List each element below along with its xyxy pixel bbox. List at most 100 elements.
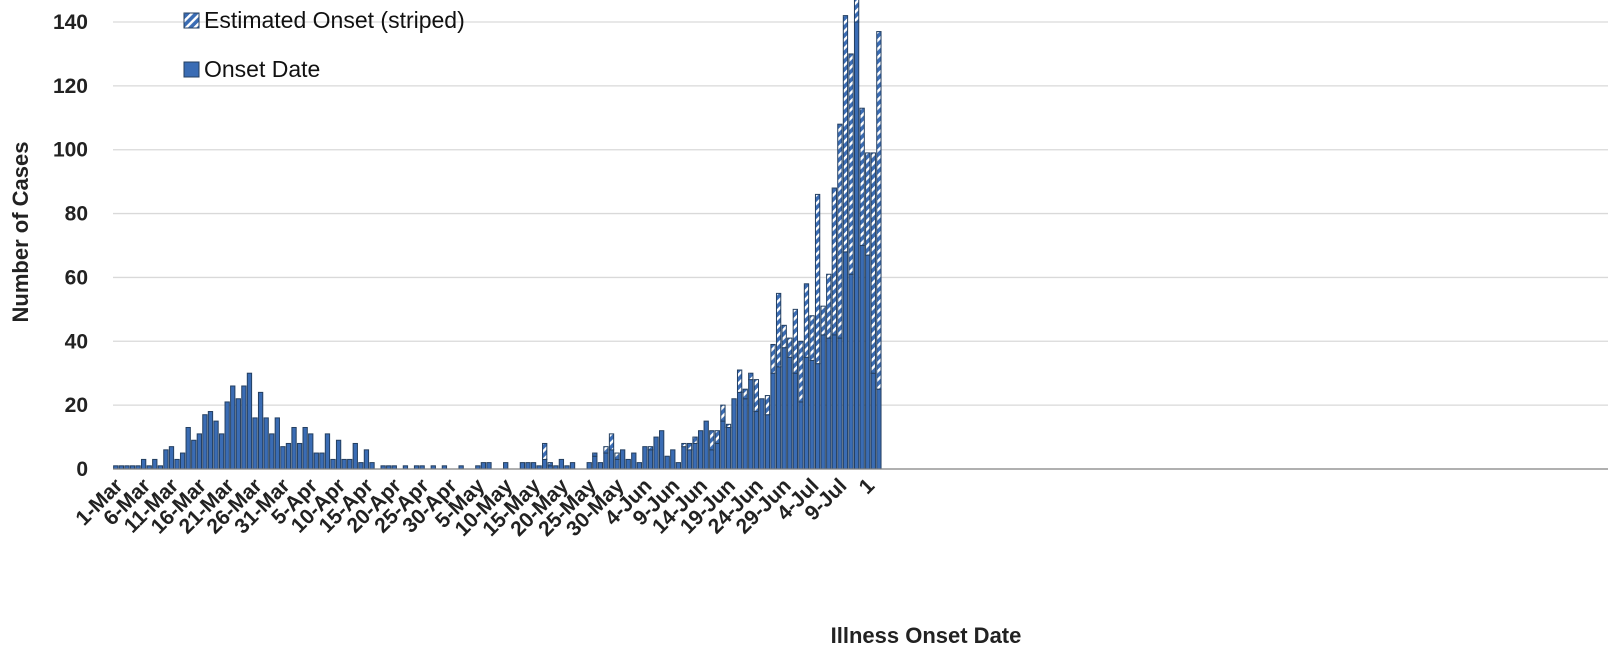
bar-onset-date	[603, 452, 609, 470]
bar-onset-date	[335, 439, 342, 470]
bar-estimated-onset	[709, 430, 715, 451]
bar-estimated-onset	[853, 0, 860, 23]
bar-onset-date	[542, 458, 548, 470]
bar-estimated-onset	[764, 395, 771, 416]
bar-onset-date	[670, 449, 676, 470]
bar-onset-date	[235, 398, 241, 470]
bar-estimated-onset	[837, 123, 843, 339]
bar-onset-date	[213, 420, 219, 470]
bar-onset-date	[764, 414, 771, 470]
bar-onset-date	[324, 433, 331, 470]
bar-onset-date	[263, 417, 269, 470]
bar-onset-date	[330, 458, 336, 470]
bar-onset-date	[653, 436, 659, 470]
bar-onset-date	[308, 433, 314, 470]
bar-onset-date	[241, 385, 247, 470]
bar-estimated-onset	[753, 379, 759, 413]
bar-onset-date	[530, 462, 537, 470]
bar-onset-date	[586, 462, 592, 470]
bar-onset-date	[168, 446, 175, 470]
bar-onset-date	[870, 372, 876, 470]
bar-onset-date	[218, 433, 225, 470]
bar-onset-date	[692, 442, 698, 470]
bar-onset-date	[569, 462, 576, 470]
bar-estimated-onset	[803, 283, 810, 358]
bar-estimated-onset	[798, 340, 804, 403]
bar-onset-date	[686, 449, 693, 470]
bar-onset-date	[642, 446, 648, 470]
bar-onset-date	[709, 449, 715, 470]
bar-estimated-onset	[608, 433, 615, 451]
bar-onset-date	[558, 458, 565, 470]
bar-onset-date	[787, 356, 793, 470]
bar-onset-date	[853, 21, 860, 470]
bar-onset-date	[486, 462, 492, 470]
bar-onset-date	[185, 426, 191, 470]
bar-estimated-onset	[848, 53, 854, 275]
bar-onset-date	[814, 363, 821, 470]
bar-onset-date	[597, 462, 604, 470]
bar-onset-date	[842, 251, 849, 470]
bar-estimated-onset	[720, 404, 726, 422]
bar-estimated-onset	[792, 308, 798, 374]
y-tick-label: 0	[76, 458, 88, 481]
y-tick-label: 60	[65, 266, 88, 289]
bar-onset-date	[196, 433, 202, 470]
bars	[113, 0, 882, 470]
bar-estimated-onset	[826, 273, 832, 339]
y-tick-label: 120	[53, 75, 88, 98]
bar-onset-date	[681, 446, 687, 470]
bar-onset-date	[714, 442, 721, 470]
bar-estimated-onset	[686, 442, 693, 451]
bar-onset-date	[341, 458, 347, 470]
bar-estimated-onset	[748, 372, 754, 381]
y-axis-title: Number of Cases	[8, 142, 33, 323]
bar-onset-date	[202, 414, 208, 470]
bar-estimated-onset	[831, 187, 837, 336]
bar-onset-date	[837, 337, 843, 470]
bar-onset-date	[224, 401, 230, 470]
bar-onset-date	[798, 401, 804, 470]
bar-estimated-onset	[770, 343, 776, 374]
bar-onset-date	[296, 442, 303, 470]
bar-onset-date	[191, 439, 197, 470]
legend-swatch-solid	[183, 61, 200, 78]
bar-onset-date	[347, 458, 353, 470]
bar-onset-date	[775, 366, 782, 470]
bar-estimated-onset	[547, 462, 553, 467]
bar-onset-date	[859, 245, 865, 470]
bar-onset-date	[826, 337, 832, 470]
bar-estimated-onset	[603, 446, 609, 454]
y-tick-label: 140	[53, 11, 88, 34]
bar-onset-date	[647, 449, 654, 470]
bar-onset-date	[152, 458, 158, 470]
legend-item-estimated-onset: Estimated Onset (striped)	[183, 7, 465, 33]
bar-onset-date	[179, 452, 186, 470]
y-tick-label: 40	[65, 330, 88, 353]
bar-onset-date	[230, 385, 236, 470]
y-tick-labels: 0 20 40 60 80 100 120 140	[53, 11, 88, 481]
bar-estimated-onset	[781, 324, 787, 349]
bar-estimated-onset	[592, 452, 598, 457]
bar-onset-date	[736, 391, 743, 470]
bar-onset-date	[252, 417, 258, 470]
bar-onset-date	[620, 449, 626, 470]
bar-onset-date	[742, 398, 748, 470]
bar-onset-date	[759, 398, 765, 470]
legend-label-onset-date: Onset Date	[204, 56, 320, 82]
bar-estimated-onset	[714, 430, 721, 444]
bar-onset-date	[720, 420, 726, 470]
bar-onset-date	[592, 455, 598, 470]
bar-estimated-onset	[542, 442, 548, 460]
bar-estimated-onset	[614, 452, 620, 460]
bar-onset-date	[865, 254, 871, 470]
bar-onset-date	[363, 449, 370, 470]
legend-label-estimated-onset: Estimated Onset (striped)	[204, 7, 465, 33]
bar-onset-date	[525, 462, 531, 470]
bar-estimated-onset	[859, 107, 865, 246]
bar-estimated-onset	[736, 369, 743, 393]
bar-onset-date	[876, 388, 882, 470]
x-tick-labels: 1-Mar6-Mar11-Mar16-Mar21-Mar26-Mar31-Mar…	[71, 474, 879, 541]
bar-onset-date	[675, 462, 682, 470]
